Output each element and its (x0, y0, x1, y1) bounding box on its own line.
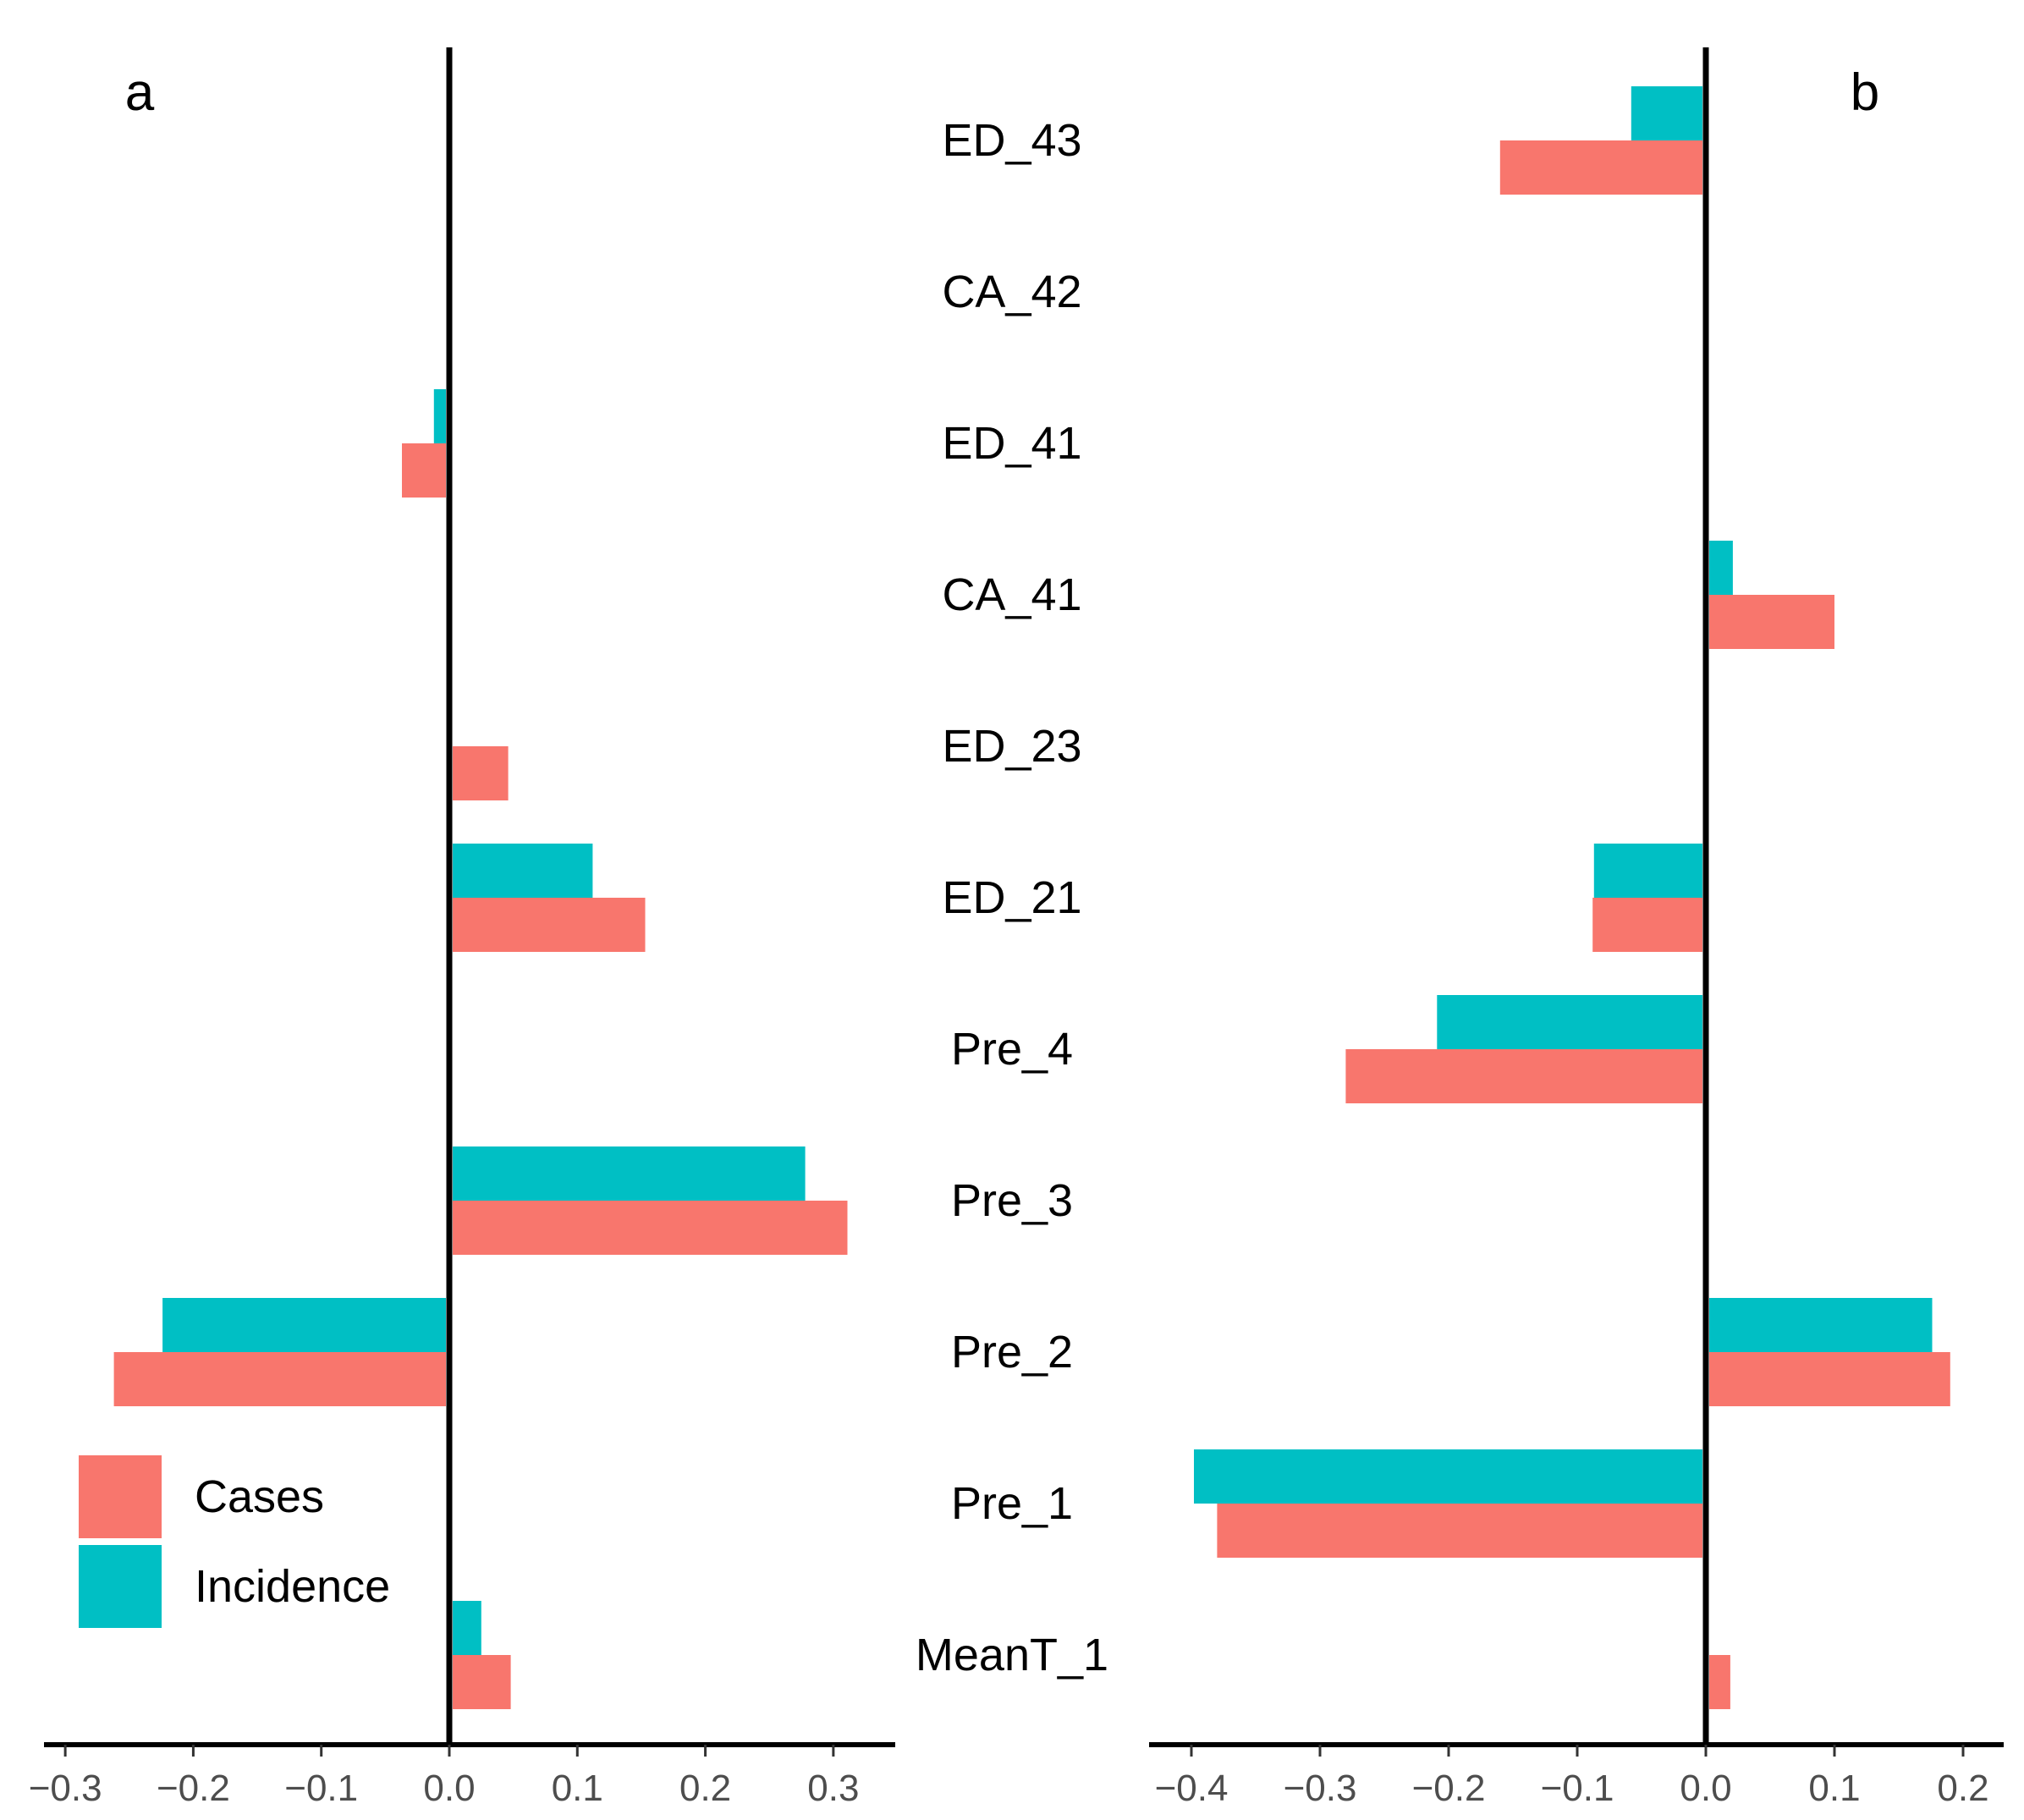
x-tick-label-a-5: 0.2 (679, 1768, 731, 1809)
bar-a-cases-ed-41 (402, 443, 446, 498)
bar-b-incidence-ed-21 (1593, 844, 1702, 898)
bar-a-incidence-ed-21 (453, 844, 593, 898)
category-label-pre-3: Pre_3 (951, 1175, 1073, 1226)
bar-b-cases-pre-2 (1709, 1352, 1950, 1406)
category-label-ed-21: ED_21 (942, 872, 1081, 923)
legend-key-incidence (79, 1545, 162, 1628)
bar-b-incidence-ca-41 (1709, 541, 1733, 595)
x-tick-label-b-5: 0.1 (1808, 1768, 1860, 1809)
category-label-pre-2: Pre_2 (951, 1327, 1073, 1377)
x-tick-label-a-6: 0.3 (807, 1768, 859, 1809)
bar-a-incidence-meant-1 (453, 1601, 481, 1655)
x-tick-label-b-1: −0.3 (1284, 1768, 1357, 1809)
x-tick-label-b-6: 0.2 (1937, 1768, 1988, 1809)
panel-a: −0.3 −0.2 −0.1 0.0 0.1 0.2 0.3 a (29, 47, 895, 1809)
legend-label-cases: Cases (195, 1471, 324, 1522)
bar-b-cases-ed-43 (1499, 140, 1702, 195)
bar-b-incidence-pre-4 (1437, 995, 1702, 1049)
bar-b-cases-ca-41 (1709, 595, 1834, 649)
bar-b-cases-pre-4 (1345, 1049, 1702, 1103)
bar-a-cases-pre-3 (453, 1201, 848, 1255)
bar-b-incidence-pre-1 (1194, 1449, 1702, 1504)
category-label-ca-42: CA_42 (942, 267, 1081, 317)
bar-a-cases-pre-2 (113, 1352, 446, 1406)
category-label-ed-23: ED_23 (942, 721, 1081, 772)
legend: Cases Incidence (79, 1455, 390, 1628)
category-label-meant-1: MeanT_1 (916, 1630, 1108, 1680)
panel-label-a: a (125, 63, 155, 122)
category-labels: ED_43 CA_42 ED_41 CA_41 ED_23 ED_21 Pre_4 Pre_3… (916, 115, 1108, 1680)
bar-a-cases-ed-23 (453, 746, 509, 800)
bar-b-incidence-pre-2 (1709, 1298, 1933, 1352)
bar-a-cases-meant-1 (453, 1655, 511, 1709)
bar-b-incidence-ed-43 (1631, 86, 1702, 140)
category-label-ed-41: ED_41 (942, 418, 1081, 469)
bar-a-incidence-pre-3 (453, 1146, 806, 1201)
legend-key-cases (79, 1455, 162, 1538)
x-tick-label-a-3: 0.0 (423, 1768, 475, 1809)
bar-b-cases-meant-1 (1709, 1655, 1730, 1709)
panel-b: −0.4 −0.3 −0.2 −0.1 0.0 0.1 0.2 b (1149, 47, 2004, 1809)
x-tick-label-b-4: 0.0 (1680, 1768, 1731, 1809)
x-tick-label-b-2: −0.2 (1412, 1768, 1486, 1809)
x-tick-label-a-0: −0.3 (29, 1768, 102, 1809)
x-tick-label-b-3: −0.1 (1541, 1768, 1614, 1809)
bar-a-incidence-ed-41 (433, 389, 446, 443)
bar-a-cases-ed-21 (453, 898, 646, 952)
x-tick-label-a-2: −0.1 (284, 1768, 358, 1809)
bar-b-cases-ed-21 (1592, 898, 1702, 952)
x-tick-label-a-1: −0.2 (157, 1768, 230, 1809)
category-label-ed-43: ED_43 (942, 115, 1081, 166)
legend-label-incidence: Incidence (195, 1561, 390, 1612)
x-tick-label-b-0: −0.4 (1155, 1768, 1229, 1809)
category-label-pre-1: Pre_1 (951, 1478, 1073, 1529)
panel-label-b: b (1851, 63, 1879, 122)
bar-b-cases-pre-1 (1217, 1504, 1702, 1558)
x-tick-label-a-4: 0.1 (552, 1768, 603, 1809)
bar-a-incidence-pre-2 (162, 1298, 446, 1352)
category-label-pre-4: Pre_4 (951, 1024, 1073, 1075)
category-label-ca-41: CA_41 (942, 569, 1081, 620)
